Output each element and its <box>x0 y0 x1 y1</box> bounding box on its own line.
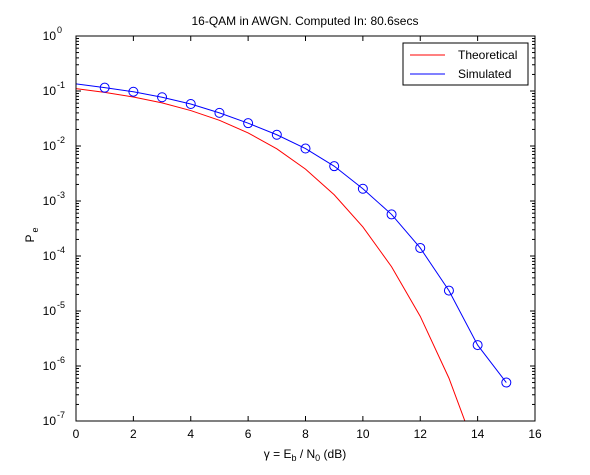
y-tick-label-exponent: -3 <box>57 190 65 200</box>
x-tick-label: 6 <box>245 427 252 441</box>
y-axis-label: Pe <box>23 227 40 242</box>
data-point-simulated <box>472 340 483 351</box>
y-tick-label-exponent: -4 <box>57 245 65 255</box>
series-line-simulated <box>76 83 507 383</box>
x-axis-label-sub-0: 0 <box>315 453 320 463</box>
data-point-simulated <box>128 86 139 97</box>
y-tick-label-exponent: -6 <box>57 355 65 365</box>
x-tick-label: 16 <box>528 427 542 441</box>
y-tick-label-exponent: -1 <box>57 80 65 90</box>
chart-title: 16-QAM in AWGN. Computed In: 80.6secs <box>192 14 419 28</box>
data-point-simulated <box>386 209 397 220</box>
data-point-simulated <box>99 82 110 93</box>
series-simulated <box>76 82 512 388</box>
y-tick-label: 10 <box>43 304 57 318</box>
x-axis-label-sub-b: b <box>291 453 296 463</box>
data-point-simulated <box>443 285 454 296</box>
data-point-simulated <box>415 242 426 253</box>
data-point-simulated <box>357 183 368 194</box>
data-point-simulated <box>185 99 196 110</box>
x-tick-label: 2 <box>130 427 137 441</box>
y-tick-label-exponent: -2 <box>57 135 65 145</box>
series-theoretical <box>76 88 466 421</box>
legend: Theoretical Simulated <box>402 42 529 86</box>
plot-area <box>76 36 535 421</box>
y-tick-label: 10 <box>43 359 57 373</box>
x-tick-label: 12 <box>414 427 428 441</box>
y-tick-label: 10 <box>43 139 57 153</box>
x-axis-label-main: γ = E <box>264 447 292 461</box>
data-point-simulated <box>243 118 254 129</box>
y-tick-label: 10 <box>43 249 57 263</box>
data-point-simulated <box>271 129 282 140</box>
y-tick-label: 10 <box>43 84 57 98</box>
y-axis-label-main: P <box>23 235 37 243</box>
x-tick-label: 14 <box>471 427 485 441</box>
y-tick-label: 10 <box>43 29 57 43</box>
y-tick-label-exponent: -7 <box>57 410 65 420</box>
legend-label-simulated: Simulated <box>458 67 511 81</box>
data-point-simulated <box>157 92 168 103</box>
series-layer <box>76 82 512 421</box>
series-line-theoretical <box>76 88 466 421</box>
y-tick-label-exponent: -5 <box>57 300 65 310</box>
x-tick-label: 4 <box>187 427 194 441</box>
legend-label-theoretical: Theoretical <box>458 48 517 62</box>
y-tick-label: 10 <box>43 194 57 208</box>
x-tick-label: 8 <box>302 427 309 441</box>
data-point-simulated <box>300 143 311 154</box>
legend-box <box>402 42 529 86</box>
x-tick-label: 0 <box>73 427 80 441</box>
x-axis-label-mid: / N <box>297 447 316 461</box>
y-axis-label-sub: e <box>30 227 40 232</box>
y-tick-label: 10 <box>43 414 57 428</box>
x-axis-label: γ = Eb / N0 (dB) <box>264 447 346 463</box>
y-axis-label-group: Pe <box>23 227 40 242</box>
y-tick-label-exponent: 0 <box>57 25 62 35</box>
data-point-simulated <box>329 161 340 172</box>
x-tick-label: 10 <box>356 427 370 441</box>
data-point-simulated <box>501 377 512 388</box>
data-point-simulated <box>214 107 225 118</box>
x-axis-label-tail: (dB) <box>320 447 346 461</box>
